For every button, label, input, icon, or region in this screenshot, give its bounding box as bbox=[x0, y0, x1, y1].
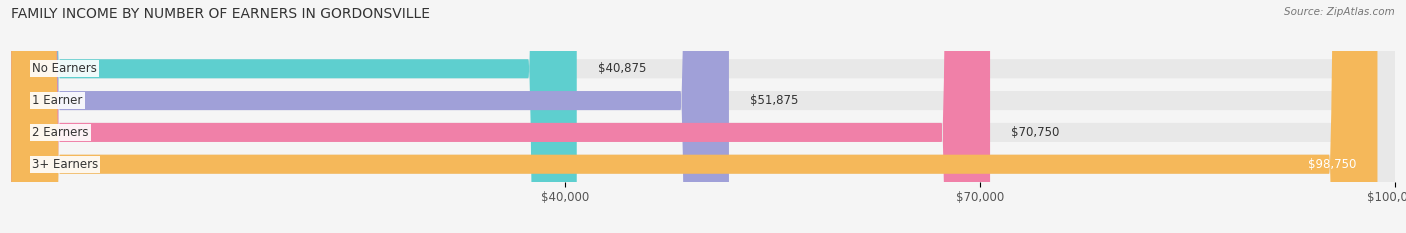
FancyBboxPatch shape bbox=[11, 0, 576, 233]
FancyBboxPatch shape bbox=[11, 0, 990, 233]
FancyBboxPatch shape bbox=[11, 0, 1378, 233]
Text: $40,875: $40,875 bbox=[598, 62, 645, 75]
Text: $70,750: $70,750 bbox=[1011, 126, 1059, 139]
Text: 2 Earners: 2 Earners bbox=[32, 126, 89, 139]
FancyBboxPatch shape bbox=[11, 0, 1395, 233]
FancyBboxPatch shape bbox=[11, 0, 1395, 233]
Text: $98,750: $98,750 bbox=[1309, 158, 1357, 171]
Text: $51,875: $51,875 bbox=[749, 94, 799, 107]
Text: FAMILY INCOME BY NUMBER OF EARNERS IN GORDONSVILLE: FAMILY INCOME BY NUMBER OF EARNERS IN GO… bbox=[11, 7, 430, 21]
Text: 3+ Earners: 3+ Earners bbox=[32, 158, 98, 171]
FancyBboxPatch shape bbox=[11, 0, 728, 233]
Text: Source: ZipAtlas.com: Source: ZipAtlas.com bbox=[1284, 7, 1395, 17]
Text: No Earners: No Earners bbox=[32, 62, 97, 75]
Text: 1 Earner: 1 Earner bbox=[32, 94, 83, 107]
FancyBboxPatch shape bbox=[11, 0, 1395, 233]
FancyBboxPatch shape bbox=[11, 0, 1395, 233]
